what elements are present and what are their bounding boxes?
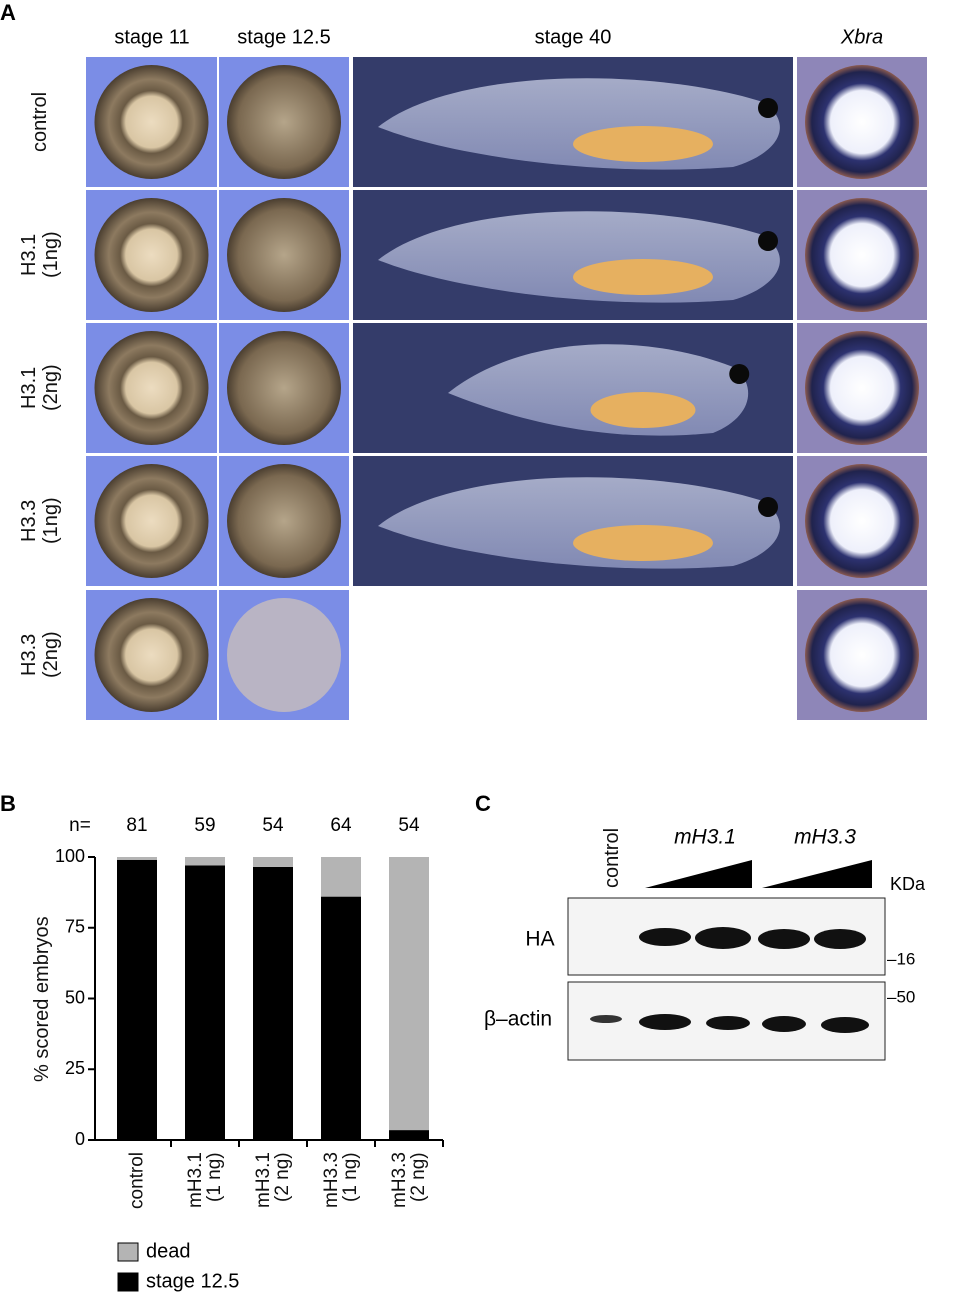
lane-label: control (601, 827, 623, 888)
blot-label: HA (525, 928, 554, 951)
legend-swatch (117, 1242, 139, 1262)
embryo (805, 464, 919, 578)
yolk (573, 525, 713, 561)
n-value: 59 (194, 815, 215, 836)
embryo (94, 598, 209, 712)
row-label: control (29, 91, 51, 153)
bar-segment (389, 857, 429, 1131)
embryo (227, 464, 341, 578)
bar-segment (185, 865, 225, 1140)
column-header: Xbra (840, 26, 883, 48)
gradient-wedge (762, 860, 872, 888)
panel-label: B (0, 791, 16, 816)
embryo (94, 65, 209, 179)
band (590, 1015, 622, 1023)
bar-segment (185, 857, 225, 866)
x-tick-label: control (126, 1152, 148, 1210)
n-value: 54 (398, 815, 420, 836)
row-label: H3.1 (2ng) (18, 364, 62, 412)
bar-segment (117, 857, 157, 860)
eye (729, 364, 750, 384)
lane-label: mH3.1 (674, 826, 736, 849)
column-header: stage 12.5 (237, 26, 330, 48)
n-value: 54 (262, 815, 284, 836)
band (762, 1016, 806, 1032)
bar-segment (253, 857, 293, 867)
embryo (805, 331, 919, 445)
panel-label: C (475, 791, 491, 816)
photo-grid (86, 57, 927, 720)
y-tick-label: 100 (55, 846, 85, 866)
embryo (227, 331, 341, 445)
embryo (94, 464, 209, 578)
row-label: H3.3 (2ng) (18, 631, 62, 679)
y-tick-label: 75 (65, 917, 85, 937)
y-tick-label: 50 (65, 987, 85, 1007)
band (821, 1017, 869, 1033)
bar-segment (253, 866, 293, 1140)
n-value: 64 (330, 815, 352, 836)
legend-label: dead (146, 1240, 191, 1262)
n-label: n= (69, 815, 91, 836)
eye (758, 231, 778, 251)
column-header: stage 11 (114, 26, 189, 48)
legend-label: stage 12.5 (146, 1270, 239, 1292)
unit-label: KDa (890, 874, 926, 894)
lane-label: mH3.3 (794, 826, 856, 849)
y-tick-label: 0 (75, 1129, 85, 1149)
x-tick-label: mH3.3 (1 ng) (321, 1152, 361, 1208)
yolk (590, 392, 696, 428)
embryo (94, 331, 209, 445)
embryo (94, 198, 209, 312)
embryo (227, 598, 341, 712)
embryo (805, 65, 919, 179)
legend-swatch (117, 1272, 139, 1292)
bar-segment (321, 857, 361, 897)
n-value: 81 (126, 815, 147, 836)
x-tick-label: mH3.1 (2 ng) (253, 1152, 293, 1208)
bar-segment (117, 859, 157, 1140)
column-header: stage 40 (535, 26, 612, 48)
row-label: H3.1 (1ng) (18, 231, 62, 279)
gradient-wedge (645, 860, 752, 888)
chart: B n= 0 25 50 75 100 81 59 54 64 54 dead stage 12.5 (0, 791, 444, 1292)
bar-segment (321, 896, 361, 1140)
band (706, 1016, 750, 1030)
marker-label: –50 (887, 987, 915, 1006)
row-label: H3.3 (1ng) (18, 497, 62, 545)
embryo (227, 198, 341, 312)
yolk (573, 259, 713, 295)
band (639, 928, 691, 946)
y-tick-label: 25 (65, 1058, 85, 1078)
yolk (573, 126, 713, 162)
embryo (805, 598, 919, 712)
band (639, 1014, 691, 1030)
bar-segment (389, 1130, 429, 1140)
western-blot: C mH3.1 mH3.3 KDa HA β–actin –16 –50 (475, 791, 926, 1061)
x-tick-label: mH3.3 (2 ng) (389, 1152, 429, 1208)
embryo (805, 198, 919, 312)
eye (758, 497, 778, 517)
eye (758, 98, 778, 118)
blot-label: β–actin (484, 1008, 552, 1031)
x-tick-label: mH3.1 (1 ng) (185, 1152, 225, 1208)
y-axis-label: % scored embryos (31, 916, 53, 1082)
band (758, 929, 810, 949)
panel-label: A (0, 0, 16, 25)
band (695, 927, 751, 949)
marker-label: –16 (887, 949, 915, 968)
band (814, 929, 866, 949)
embryo (227, 65, 341, 179)
